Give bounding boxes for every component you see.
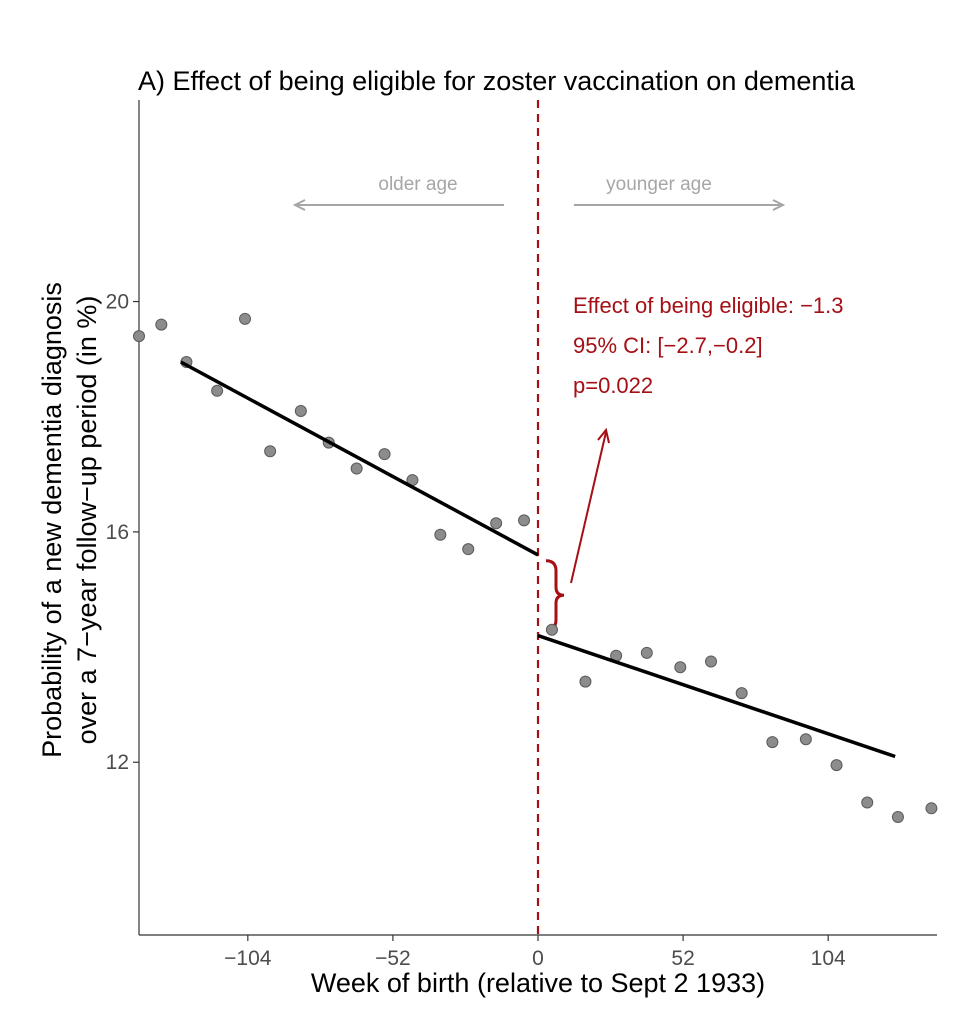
y-axis-title-line2: over a 7−year follow−up period (in %) <box>72 296 102 745</box>
effect-text-line2: 95% CI: [−2.7,−0.2] <box>573 333 763 358</box>
younger-age-label: younger age <box>606 174 712 195</box>
effect-pointer-arrow <box>570 431 607 584</box>
older-age-label: older age <box>378 174 457 195</box>
data-point <box>640 646 653 659</box>
data-point <box>133 330 145 343</box>
data-point <box>518 514 531 527</box>
y-tick-label: 16 <box>106 521 129 544</box>
data-point <box>830 759 843 772</box>
data-point <box>211 384 224 397</box>
effect-brace <box>545 559 565 632</box>
tick-marks: −104 −52 0 52 104 12 16 20 <box>106 291 846 970</box>
fit-lines <box>180 360 896 759</box>
x-tick-label: 0 <box>532 947 544 970</box>
effect-text-line1: Effect of being eligible: −1.3 <box>573 293 844 318</box>
data-point <box>799 733 812 746</box>
data-point <box>434 528 447 541</box>
data-point <box>239 312 252 325</box>
data-point <box>462 543 475 556</box>
axes <box>138 100 937 936</box>
data-points <box>133 312 938 823</box>
data-point <box>674 661 687 674</box>
x-axis-title: Week of birth (relative to Sept 2 1933) <box>311 968 765 998</box>
effect-text-line3: p=0.022 <box>573 373 653 398</box>
fit-line-after <box>537 633 896 759</box>
x-tick-label: 104 <box>811 947 846 970</box>
axis-labels: Week of birth (relative to Sept 2 1933) … <box>37 282 765 998</box>
older-age-arrowhead <box>292 199 306 211</box>
effect-pointer-arrowhead <box>597 427 610 444</box>
data-point <box>891 810 904 823</box>
data-point <box>704 655 717 668</box>
x-tick-label: 52 <box>671 947 694 970</box>
data-point <box>925 802 938 815</box>
data-point <box>545 623 558 636</box>
y-tick-label: 20 <box>106 291 129 314</box>
data-point <box>579 675 592 688</box>
data-point <box>861 796 874 809</box>
fit-line-before <box>180 360 539 557</box>
annotations: older age younger age Effect of being el… <box>292 174 844 584</box>
data-point <box>490 517 503 530</box>
data-point <box>155 318 168 331</box>
chart-title: A) Effect of being eligible for zoster v… <box>138 66 855 96</box>
y-tick-label: 12 <box>106 751 129 774</box>
data-point <box>766 736 779 749</box>
data-point <box>350 462 363 475</box>
younger-age-arrowhead <box>772 199 786 211</box>
data-point <box>378 448 391 461</box>
x-tick-label: −104 <box>224 947 272 970</box>
x-tick-label: −52 <box>375 947 411 970</box>
y-axis-title-line1: Probability of a new dementia diagnosis <box>37 282 67 758</box>
data-point <box>294 404 307 417</box>
cutoff <box>536 100 565 935</box>
data-point <box>264 445 277 458</box>
data-point <box>735 687 748 700</box>
